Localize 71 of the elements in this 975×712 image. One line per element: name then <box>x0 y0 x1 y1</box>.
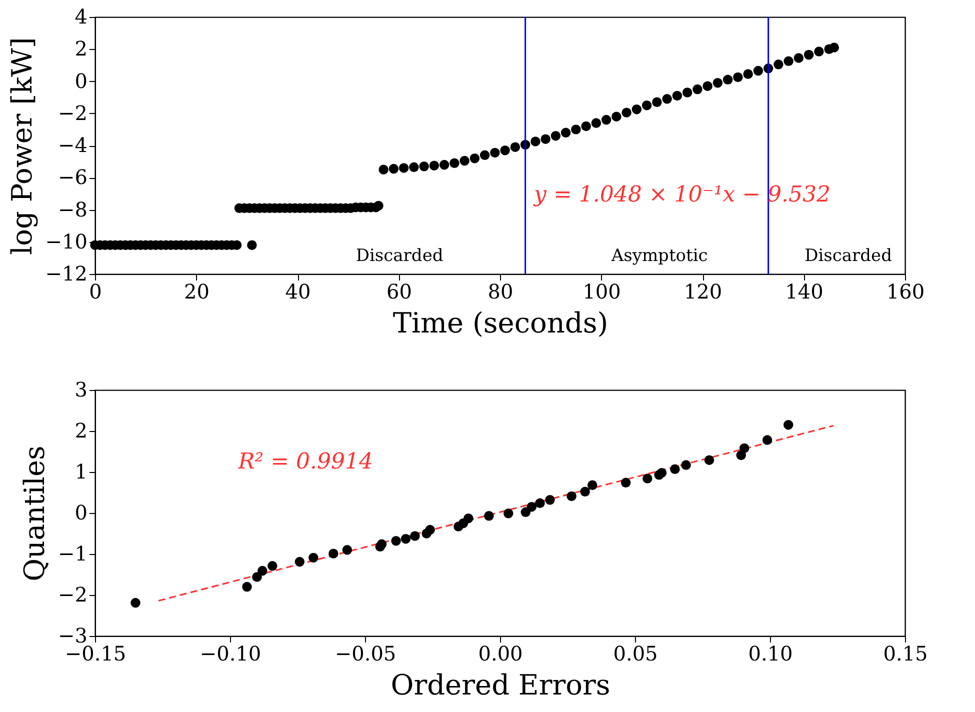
y-tick-label: −12 <box>45 262 88 286</box>
point <box>526 502 536 512</box>
annotation: Discarded <box>804 246 892 266</box>
x-tick-label: 140 <box>785 280 824 304</box>
y-tick-label: −8 <box>58 197 88 222</box>
point <box>484 511 494 521</box>
point <box>391 536 401 546</box>
y-axis-title: Quantiles <box>18 446 52 582</box>
point <box>580 486 590 497</box>
x-tick-label: 20 <box>184 280 210 304</box>
x-tick-label: −0.10 <box>200 642 262 666</box>
y-tick-label: −2 <box>58 100 88 125</box>
point <box>258 566 268 576</box>
x-tick-label: 60 <box>386 280 412 304</box>
y-tick-label: 1 <box>74 460 88 484</box>
x-tick-label: 0.00 <box>478 642 523 666</box>
point <box>342 545 352 555</box>
annotation: Discarded <box>356 246 444 266</box>
point <box>535 498 545 508</box>
point <box>545 495 555 505</box>
x-tick-label: 160 <box>886 280 925 304</box>
y-tick-label: −6 <box>58 165 88 190</box>
point <box>670 464 680 474</box>
x-tick-label: 0.15 <box>883 642 928 666</box>
point <box>566 491 576 502</box>
point <box>252 572 262 582</box>
x-axis-title: Ordered Errors <box>390 668 610 702</box>
y-tick-label: −1 <box>58 542 88 566</box>
point <box>268 561 278 571</box>
point <box>425 524 435 535</box>
point <box>587 480 598 490</box>
y-tick-label: −10 <box>45 229 88 254</box>
point <box>704 455 714 465</box>
point <box>294 556 305 567</box>
annotation: R² = 0.9914 <box>237 449 373 474</box>
point <box>739 443 750 454</box>
y-tick-label: −4 <box>58 133 88 157</box>
point <box>464 513 474 524</box>
point <box>681 460 691 470</box>
x-tick-label: 100 <box>582 280 621 304</box>
y-tick-label: 2 <box>74 418 88 442</box>
point <box>308 552 318 563</box>
annotation: Asymptotic <box>610 246 708 266</box>
y-tick-label: −2 <box>58 582 88 606</box>
y-tick-label: 3 <box>74 378 88 402</box>
point <box>410 531 420 541</box>
x-tick-label: 0.10 <box>748 642 793 666</box>
point <box>783 420 794 430</box>
x-axis-title: Time (seconds) <box>392 306 608 340</box>
point <box>620 478 631 488</box>
point <box>503 508 514 518</box>
point <box>400 534 411 544</box>
x-tick-label: 80 <box>488 280 514 304</box>
x-tick-label: 0 <box>89 280 102 304</box>
point <box>130 598 140 608</box>
y-axis-title: log Power [kW] <box>5 37 38 255</box>
point <box>242 582 252 592</box>
x-tick-label: −0.15 <box>64 642 126 666</box>
y-tick-label: 4 <box>74 4 88 28</box>
y-tick-label: 0 <box>74 500 88 524</box>
x-tick-label: 40 <box>285 280 311 304</box>
y-tick-label: 0 <box>74 68 88 93</box>
x-tick-label: 120 <box>684 280 722 304</box>
point <box>376 539 387 550</box>
x-tick-label: −0.05 <box>334 642 396 666</box>
point <box>656 468 667 478</box>
point <box>762 435 772 445</box>
point <box>642 474 652 484</box>
point <box>328 548 338 558</box>
x-tick-label: 0.05 <box>613 642 658 666</box>
y-tick-label: 2 <box>74 36 88 61</box>
